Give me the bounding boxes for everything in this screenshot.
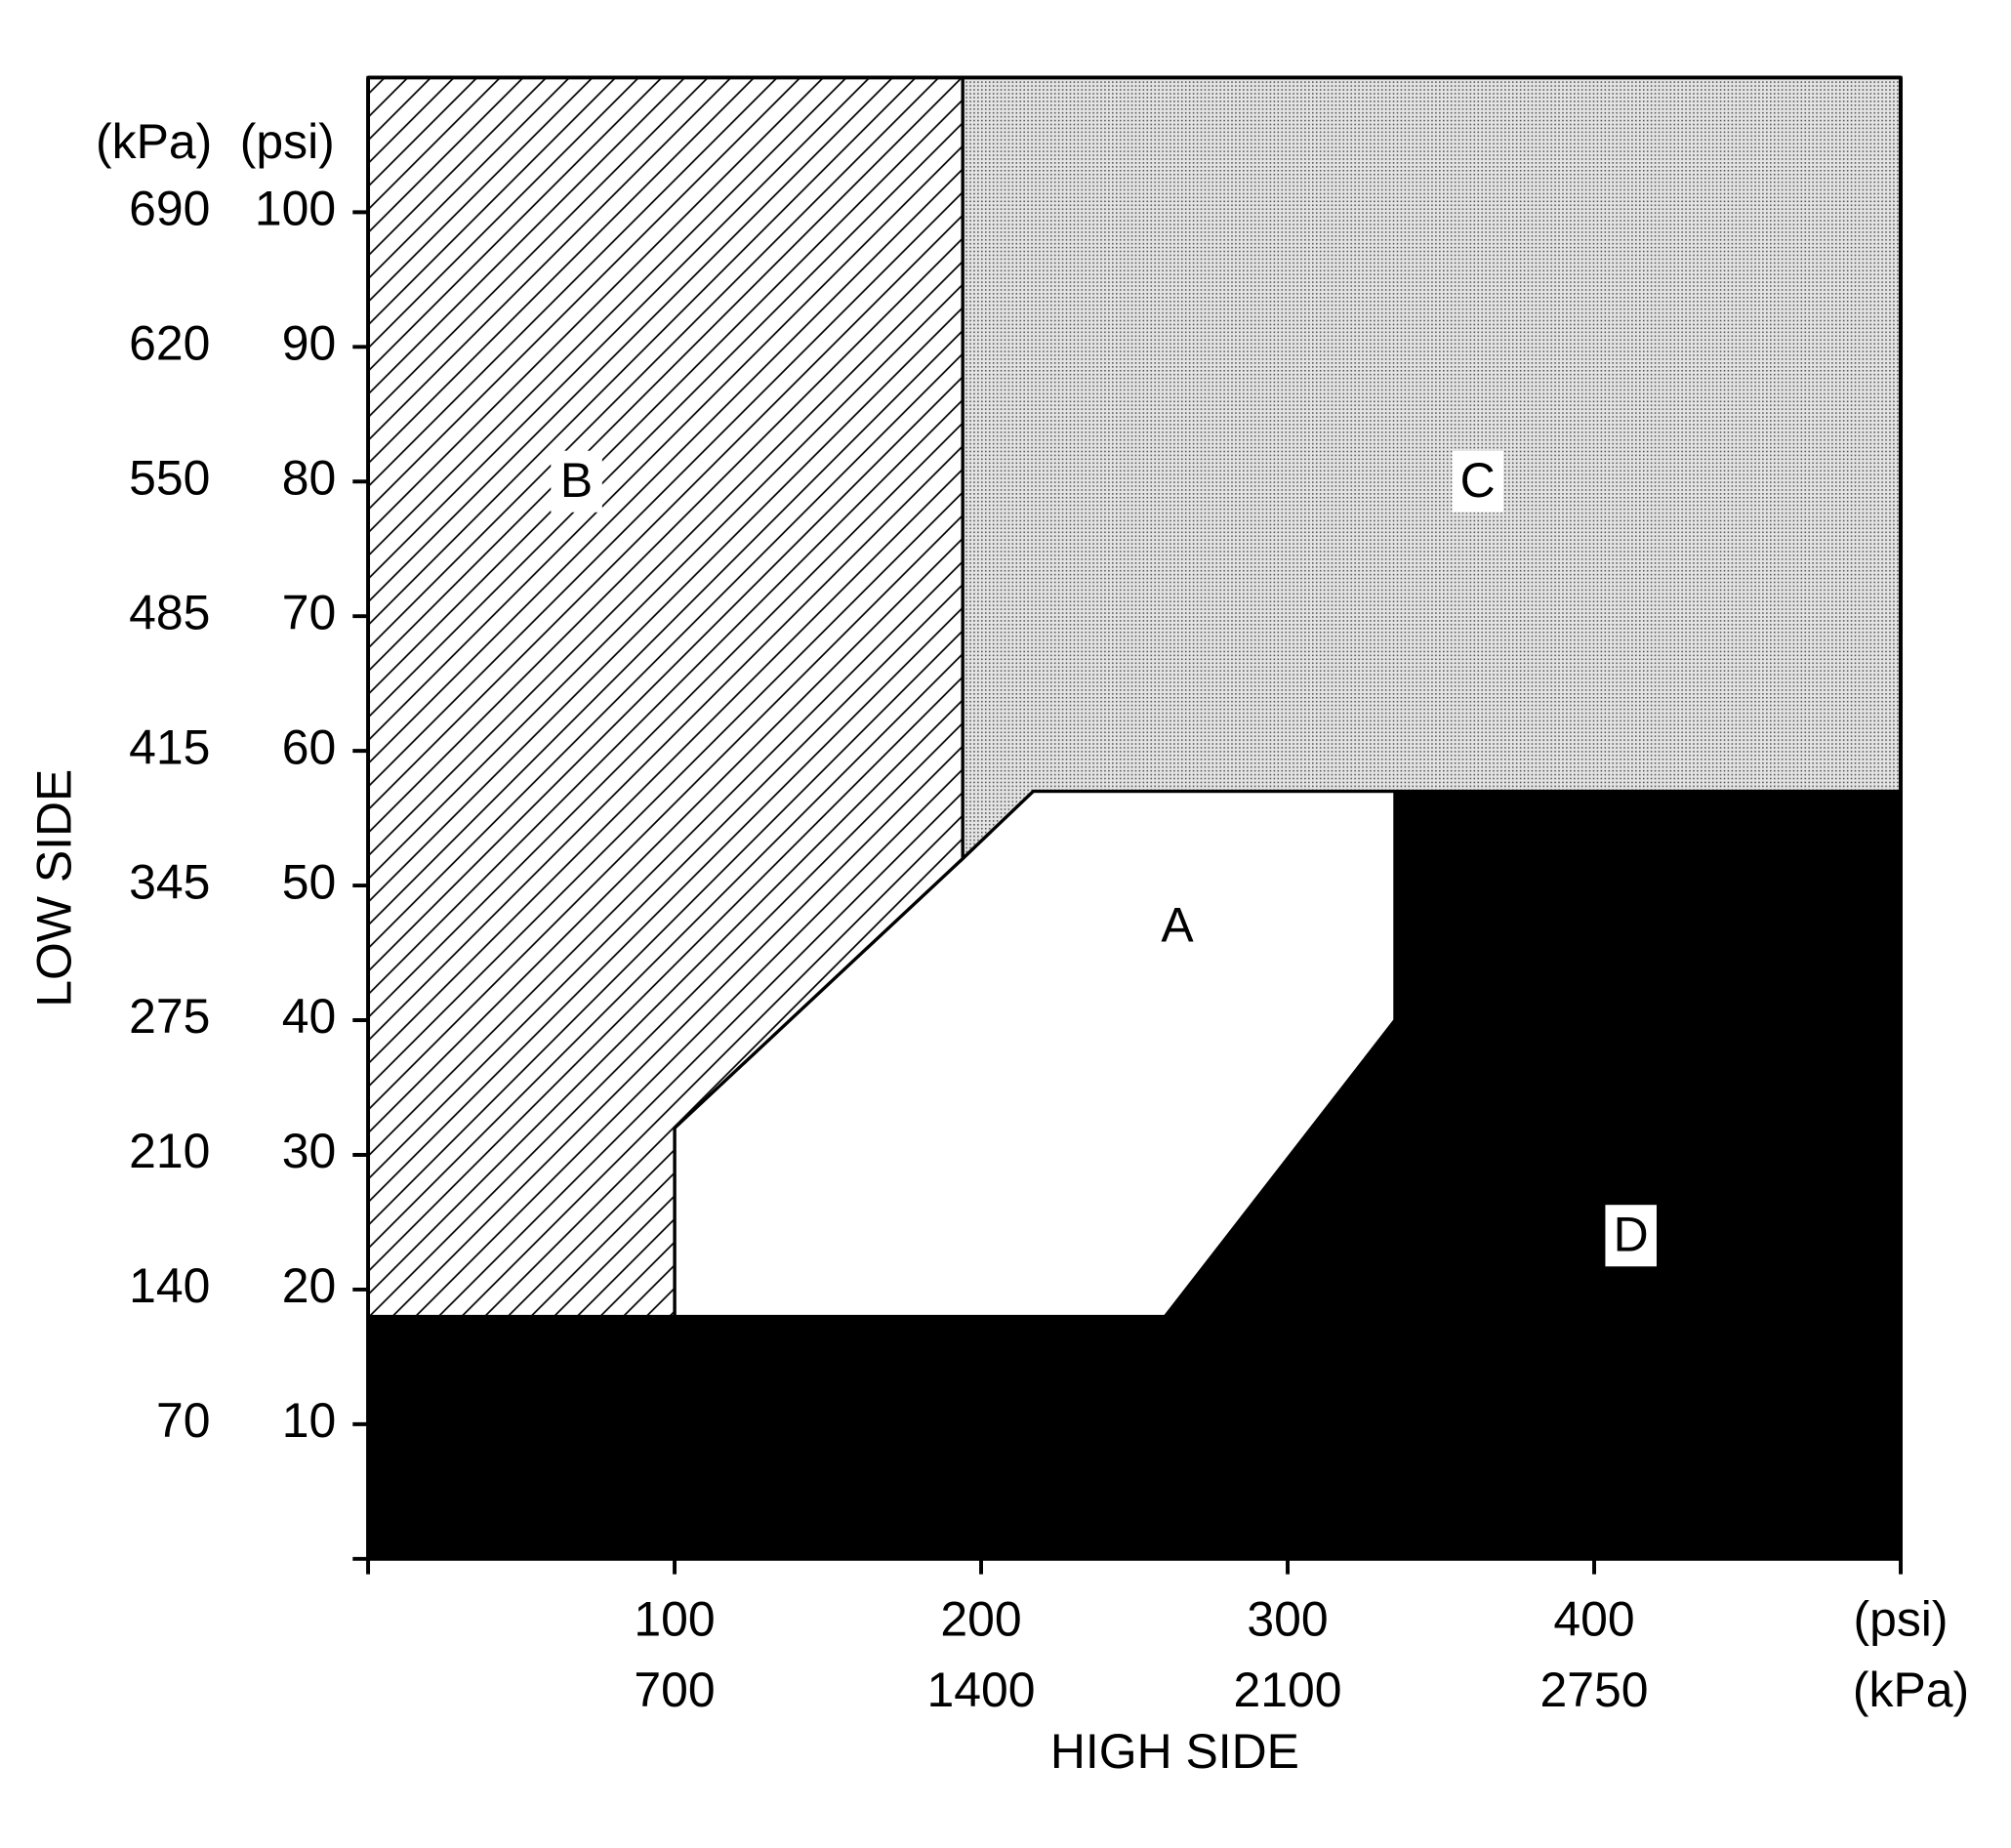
region-label: D: [1614, 1208, 1649, 1262]
y-tick-label: 90: [282, 315, 337, 370]
x-unit-psi: (psi): [1853, 1592, 1948, 1647]
x-tick-label-kpa: 700: [634, 1663, 715, 1717]
region-label: C: [1460, 453, 1496, 508]
x-tick-label: 400: [1553, 1592, 1634, 1647]
region: [961, 75, 1903, 863]
y-tick-label: 70: [282, 585, 337, 639]
y-tick-label: 100: [255, 182, 336, 236]
y-tick-label: 80: [282, 450, 337, 505]
y-tick-label: 30: [282, 1124, 337, 1178]
y-axis-label: LOW SIDE: [26, 769, 81, 1007]
y-tick-label-kpa: 415: [129, 719, 210, 774]
x-tick-label-kpa: 1400: [927, 1663, 1036, 1717]
x-axis-label: HIGH SIDE: [1050, 1724, 1299, 1779]
y-tick-label: 60: [282, 719, 337, 774]
y-tick-label-kpa: 70: [156, 1393, 211, 1448]
y-tick-label-kpa: 620: [129, 315, 210, 370]
y-tick-label-kpa: 550: [129, 450, 210, 505]
regions: D A B C: [366, 75, 1903, 1561]
axes: 10 70 20 140 30 210 40 275 50 345 60 415 70 485 80 550 9…: [129, 75, 1903, 1717]
x-tick-label: 200: [940, 1592, 1021, 1647]
x-unit-kpa: (kPa): [1853, 1663, 1969, 1717]
y-tick-label: 50: [282, 854, 337, 909]
x-tick-label-kpa: 2750: [1540, 1663, 1649, 1717]
y-unit-psi: (psi): [240, 114, 335, 169]
y-tick-label: 20: [282, 1258, 337, 1313]
region-label-bg: [1452, 450, 1503, 513]
region-label-bg: [1151, 894, 1204, 958]
y-tick-label-kpa: 140: [129, 1258, 210, 1313]
x-tick-label: 100: [634, 1592, 715, 1647]
region-label: B: [560, 453, 593, 508]
y-tick-label-kpa: 485: [129, 585, 210, 639]
x-tick-label: 300: [1247, 1592, 1328, 1647]
y-tick-label-kpa: 690: [129, 182, 210, 236]
y-tick-label-kpa: 345: [129, 854, 210, 909]
y-tick-label: 40: [282, 989, 337, 1044]
y-tick-label-kpa: 275: [129, 989, 210, 1044]
region-label-bg: [1605, 1205, 1657, 1267]
region-label: A: [1161, 897, 1194, 952]
y-unit-kpa: (kPa): [96, 114, 212, 169]
y-tick-label-kpa: 210: [129, 1124, 210, 1178]
y-tick-label: 10: [282, 1393, 337, 1448]
x-tick-label-kpa: 2100: [1234, 1663, 1342, 1717]
region-label-bg: [551, 450, 602, 513]
